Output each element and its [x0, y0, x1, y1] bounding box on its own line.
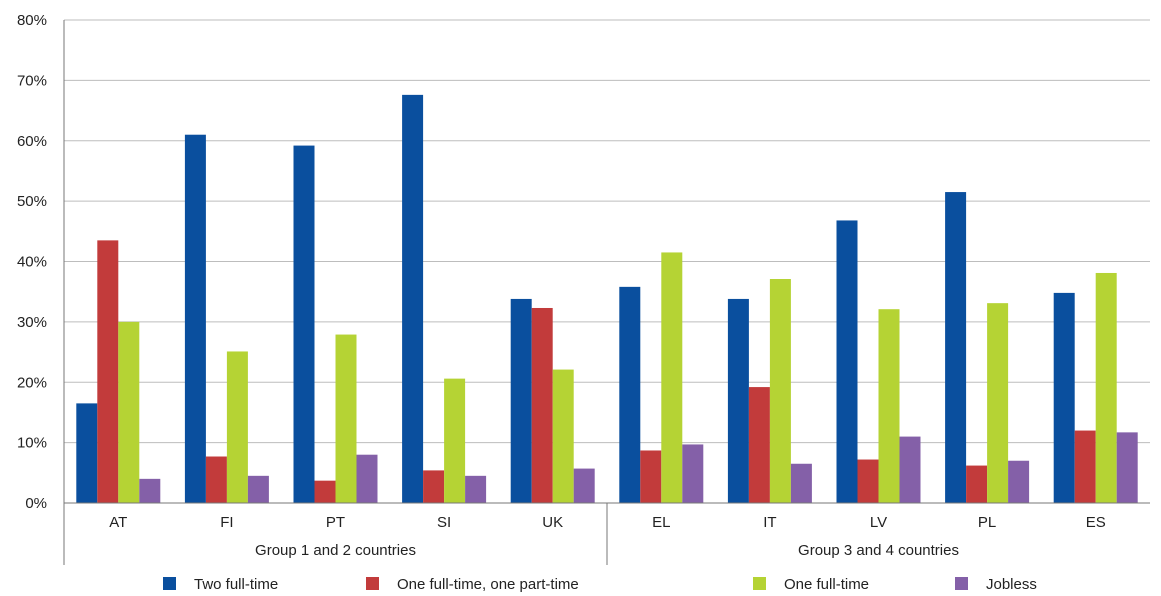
bar-at-2 [118, 321, 140, 503]
bar-pl-3 [1008, 460, 1030, 503]
bar-pt-0 [293, 145, 315, 503]
y-tick-label: 0% [25, 495, 47, 512]
bar-lv-3 [899, 436, 921, 503]
bar-si-2 [444, 378, 466, 503]
y-tick-label: 80% [17, 12, 47, 29]
x-category-label: IT [763, 514, 776, 531]
x-axis-group-labels: Group 1 and 2 countries Group 3 and 4 cou… [255, 542, 959, 559]
bar-it-2 [769, 279, 791, 503]
bar-si-0 [402, 94, 424, 504]
bar-si-3 [465, 475, 487, 503]
x-category-label: UK [542, 514, 563, 531]
bar-es-1 [1074, 430, 1096, 503]
y-tick-label: 10% [17, 435, 47, 452]
y-axis-tick-labels: 0% 10% 20% 30% 40% 50% 60% 70% 80% [17, 12, 47, 512]
bar-pl-0 [945, 192, 967, 503]
y-tick-label: 20% [17, 374, 47, 391]
bar-uk-1 [531, 307, 553, 503]
bar-es-2 [1095, 272, 1117, 503]
x-axis-category-labels: AT FI PT SI UK EL IT LV PL ES [109, 514, 1105, 531]
bar-pt-3 [356, 454, 378, 503]
bar-el-3 [682, 444, 704, 503]
bar-fi-1 [205, 456, 227, 503]
bar-fi-3 [247, 475, 269, 503]
bar-at-1 [97, 240, 119, 503]
x-category-label: ES [1086, 514, 1106, 531]
axes [63, 20, 1150, 565]
y-tick-label: 70% [17, 72, 47, 89]
bar-es-0 [1053, 292, 1075, 503]
y-tick-label: 60% [17, 133, 47, 150]
x-category-label: EL [652, 514, 670, 531]
bar-pl-2 [987, 303, 1009, 503]
bar-uk-2 [552, 369, 574, 503]
y-tick-label: 50% [17, 193, 47, 210]
bar-fi-2 [226, 351, 248, 503]
bar-fi-0 [184, 134, 206, 503]
bar-uk-3 [573, 468, 595, 503]
bar-es-3 [1116, 432, 1138, 503]
x-group-label: Group 1 and 2 countries [255, 542, 416, 559]
bar-it-3 [790, 463, 812, 503]
legend-label: Two full-time [194, 576, 278, 593]
bar-pt-1 [314, 480, 336, 503]
y-tick-label: 30% [17, 314, 47, 331]
legend-swatch [366, 577, 379, 590]
bar-pt-2 [335, 334, 357, 503]
legend-label: One full-time [784, 576, 869, 593]
x-category-label: AT [109, 514, 127, 531]
bar-el-0 [619, 286, 641, 503]
bar-it-1 [748, 387, 770, 503]
x-category-label: LV [870, 514, 887, 531]
legend: Two full-time One full-time, one part-tim… [163, 576, 1037, 593]
bar-lv-2 [878, 309, 900, 503]
bar-lv-0 [836, 220, 858, 503]
x-category-label: PT [326, 514, 345, 531]
bar-pl-1 [966, 465, 988, 503]
bar-el-1 [640, 450, 662, 503]
legend-swatch [955, 577, 968, 590]
bar-it-0 [727, 298, 749, 503]
x-group-label: Group 3 and 4 countries [798, 542, 959, 559]
legend-label: One full-time, one part-time [397, 576, 579, 593]
legend-label: Jobless [986, 576, 1037, 593]
bar-at-0 [76, 403, 98, 503]
bars [76, 94, 1138, 504]
bar-uk-0 [510, 298, 532, 503]
x-category-label: SI [437, 514, 451, 531]
x-category-label: PL [978, 514, 996, 531]
bar-at-3 [139, 478, 161, 503]
y-tick-label: 40% [17, 254, 47, 271]
x-category-label: FI [220, 514, 233, 531]
bar-el-2 [661, 252, 683, 503]
bar-si-1 [423, 470, 445, 503]
bar-lv-1 [857, 459, 879, 503]
legend-swatch [753, 577, 766, 590]
legend-swatch [163, 577, 176, 590]
